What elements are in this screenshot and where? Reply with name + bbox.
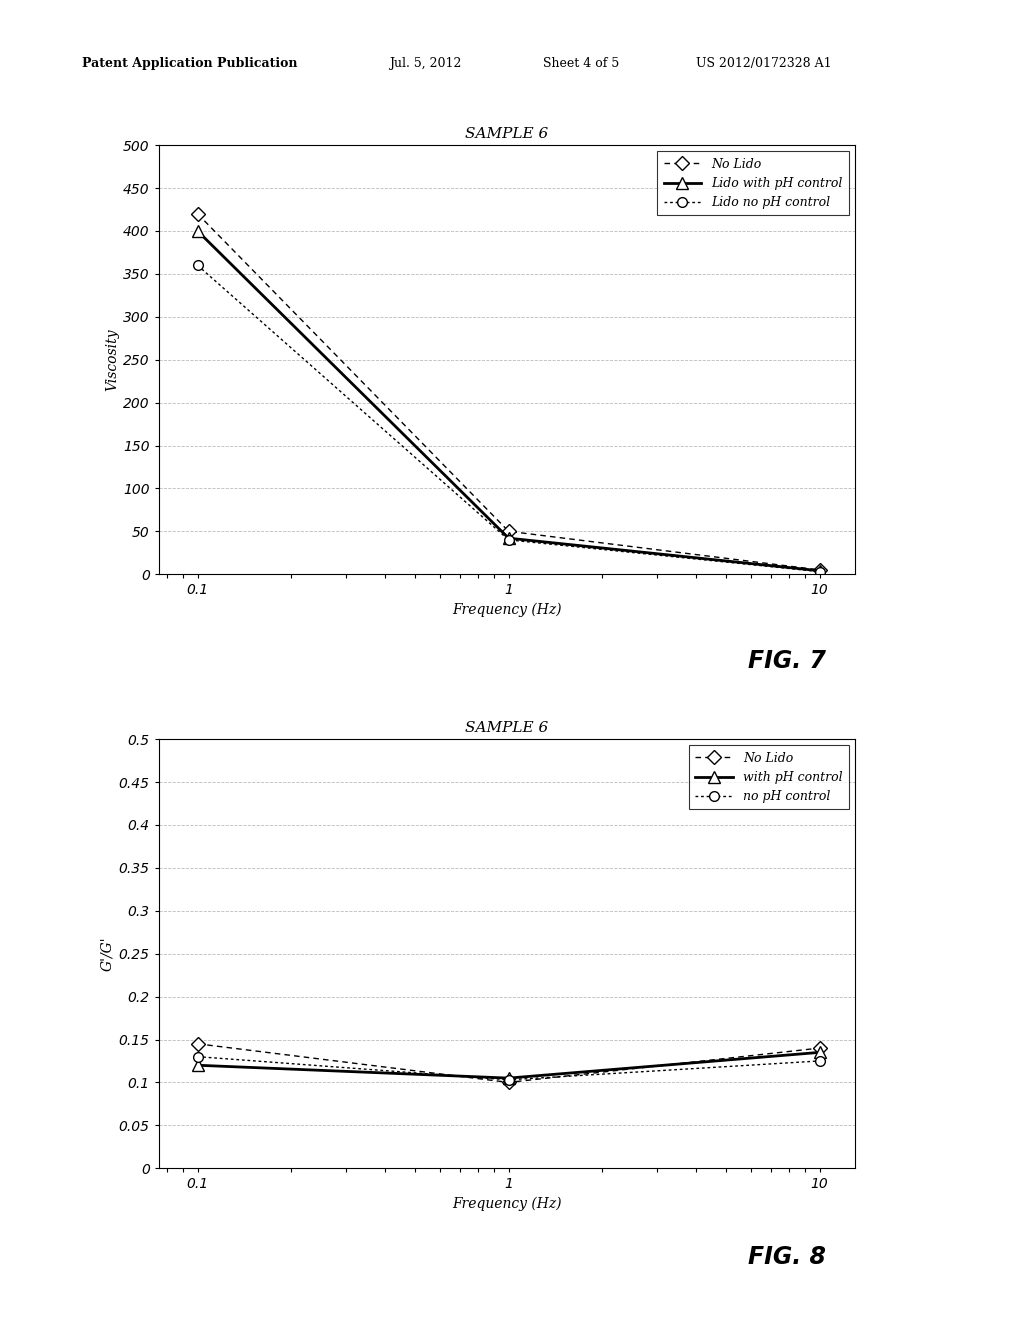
Line: no pH control: no pH control xyxy=(193,1052,824,1085)
Title: SAMPLE 6: SAMPLE 6 xyxy=(465,721,549,735)
Lido with pH control xyxy=(191,223,204,239)
Y-axis label: G'/G': G'/G' xyxy=(100,936,115,972)
Title: SAMPLE 6: SAMPLE 6 xyxy=(465,127,549,141)
No Lido xyxy=(503,1074,515,1090)
Text: Sheet 4 of 5: Sheet 4 of 5 xyxy=(543,57,618,70)
X-axis label: Frequency (Hz): Frequency (Hz) xyxy=(453,1197,561,1212)
Lido no pH control xyxy=(191,257,204,273)
Lido with pH control xyxy=(813,562,825,578)
Legend: No Lido, with pH control, no pH control: No Lido, with pH control, no pH control xyxy=(689,746,849,809)
No Lido xyxy=(813,1040,825,1056)
Lido with pH control xyxy=(503,531,515,546)
X-axis label: Frequency (Hz): Frequency (Hz) xyxy=(453,603,561,618)
Line: No Lido: No Lido xyxy=(193,1039,824,1088)
Line: No Lido: No Lido xyxy=(193,209,824,574)
with pH control xyxy=(191,1057,204,1073)
Line: Lido with pH control: Lido with pH control xyxy=(193,226,825,577)
Legend: No Lido, Lido with pH control, Lido no pH control: No Lido, Lido with pH control, Lido no p… xyxy=(657,152,849,215)
Text: US 2012/0172328 A1: US 2012/0172328 A1 xyxy=(696,57,831,70)
Lido no pH control xyxy=(503,532,515,548)
no pH control xyxy=(503,1072,515,1088)
Text: FIG. 7: FIG. 7 xyxy=(748,649,825,673)
Text: FIG. 8: FIG. 8 xyxy=(748,1245,825,1269)
Line: Lido no pH control: Lido no pH control xyxy=(193,260,824,577)
Lido no pH control xyxy=(813,564,825,579)
No Lido xyxy=(191,1036,204,1052)
Text: Patent Application Publication: Patent Application Publication xyxy=(82,57,297,70)
No Lido xyxy=(813,562,825,578)
No Lido xyxy=(191,206,204,222)
No Lido xyxy=(503,524,515,540)
Line: with pH control: with pH control xyxy=(193,1047,825,1084)
with pH control xyxy=(503,1071,515,1086)
Text: Jul. 5, 2012: Jul. 5, 2012 xyxy=(389,57,462,70)
no pH control xyxy=(813,1053,825,1069)
no pH control xyxy=(191,1048,204,1064)
with pH control xyxy=(813,1044,825,1060)
Y-axis label: Viscosity: Viscosity xyxy=(104,329,119,391)
